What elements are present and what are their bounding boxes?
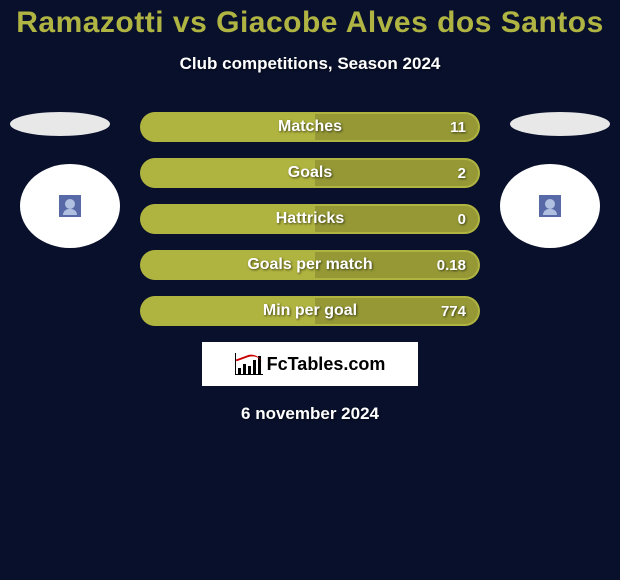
- page-title: Ramazotti vs Giacobe Alves dos Santos: [0, 0, 620, 40]
- stat-bar-right: [315, 160, 478, 186]
- stat-value-right: 11: [450, 119, 466, 136]
- stat-row: Matches 11: [140, 112, 480, 142]
- player-left-avatar-circle: [20, 164, 120, 248]
- subtitle: Club competitions, Season 2024: [0, 54, 620, 74]
- player-right-club-logo: [510, 112, 610, 136]
- stat-value-right: 0: [458, 211, 466, 228]
- stat-row: Goals 2: [140, 158, 480, 188]
- stat-label: Hattricks: [276, 210, 344, 228]
- stat-label: Goals per match: [247, 256, 372, 274]
- player-left-club-logo: [10, 112, 110, 136]
- stat-rows: Matches 11 Goals 2 Hattricks 0 Goals per…: [140, 112, 480, 326]
- stat-value-right: 2: [458, 165, 466, 182]
- footer-brand-logo: FcTables.com: [202, 342, 418, 386]
- chart-icon: [235, 353, 263, 375]
- stat-row: Hattricks 0: [140, 204, 480, 234]
- player-right-avatar-circle: [500, 164, 600, 248]
- avatar-placeholder-icon: [59, 195, 81, 217]
- stat-value-right: 774: [441, 303, 466, 320]
- date-text: 6 november 2024: [0, 404, 620, 424]
- stat-row: Min per goal 774: [140, 296, 480, 326]
- stat-row: Goals per match 0.18: [140, 250, 480, 280]
- stat-value-right: 0.18: [437, 257, 466, 274]
- stat-label: Matches: [278, 118, 342, 136]
- footer-brand-text: FcTables.com: [267, 354, 386, 375]
- stat-label: Min per goal: [263, 302, 357, 320]
- avatar-placeholder-icon: [539, 195, 561, 217]
- comparison-area: Matches 11 Goals 2 Hattricks 0 Goals per…: [0, 112, 620, 326]
- comparison-infographic: Ramazotti vs Giacobe Alves dos Santos Cl…: [0, 0, 620, 580]
- stat-label: Goals: [288, 164, 332, 182]
